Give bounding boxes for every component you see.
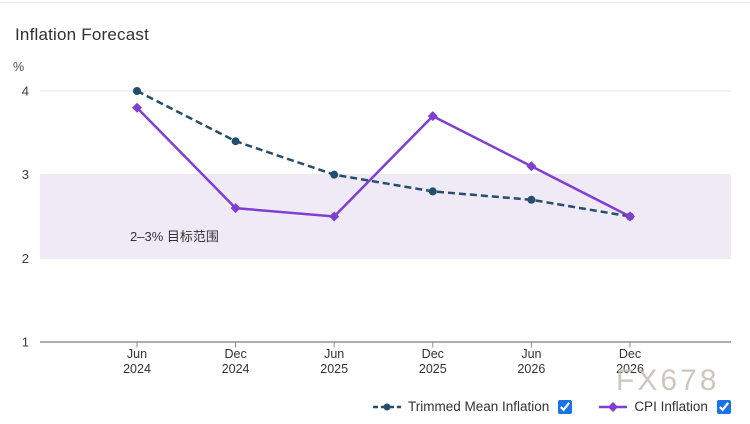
- data-point-trimmed-mean-inflation: [133, 87, 141, 95]
- y-axis-tick-label: 2: [22, 251, 29, 266]
- series-line-trimmed-mean-inflation: [136, 89, 631, 218]
- x-axis-label: Dec 2024: [222, 347, 250, 376]
- y-axis-tick-label: 4: [22, 84, 29, 99]
- watermark: FX678: [616, 364, 720, 397]
- y-axis-tick-label: 1: [22, 335, 29, 350]
- chart-title: Inflation Forecast: [15, 25, 149, 44]
- x-axis-label: Dec 2025: [419, 347, 447, 376]
- x-axis-label: Jun 2026: [517, 347, 545, 376]
- data-point-cpi-inflation: [329, 211, 340, 222]
- solid-line-diamond-marker-icon: [599, 401, 628, 412]
- legend-item-cpi-inflation: CPI Inflation: [598, 399, 731, 414]
- top-divider: [0, 2, 750, 3]
- data-point-cpi-inflation: [427, 111, 438, 122]
- chart-legend: Trimmed Mean Inflation CPI Inflation: [372, 399, 731, 414]
- x-axis-label: Jun 2025: [320, 347, 348, 376]
- cpi-inflation-visibility-checkbox[interactable]: [716, 399, 731, 414]
- data-point-trimmed-mean-inflation: [231, 137, 240, 146]
- data-point-trimmed-mean-inflation: [527, 195, 536, 204]
- data-point-trimmed-mean-inflation: [330, 170, 339, 179]
- y-axis-tick-label: 3: [22, 167, 29, 182]
- legend-label-trimmed-mean-inflation: Trimmed Mean Inflation: [408, 399, 550, 414]
- series-line-cpi-inflation: [136, 106, 631, 218]
- dashed-line-circle-marker-icon: [373, 403, 401, 410]
- data-point-cpi-inflation: [625, 211, 635, 222]
- data-point-cpi-inflation: [132, 102, 142, 113]
- x-axis-label: Jun 2024: [123, 347, 151, 376]
- y-axis-unit-label: %: [13, 60, 25, 74]
- legend-label-cpi-inflation: CPI Inflation: [634, 399, 708, 414]
- target-range-band: [40, 174, 731, 259]
- data-point-trimmed-mean-inflation: [428, 187, 437, 196]
- data-point-cpi-inflation: [526, 161, 537, 172]
- target-range-label: 2–3% 目标范围: [130, 229, 219, 244]
- legend-item-trimmed-mean-inflation: Trimmed Mean Inflation: [372, 399, 573, 414]
- data-point-cpi-inflation: [230, 203, 241, 214]
- trimmed-mean-inflation-visibility-checkbox[interactable]: [558, 399, 573, 414]
- x-axis-label: Dec 2026: [616, 347, 644, 376]
